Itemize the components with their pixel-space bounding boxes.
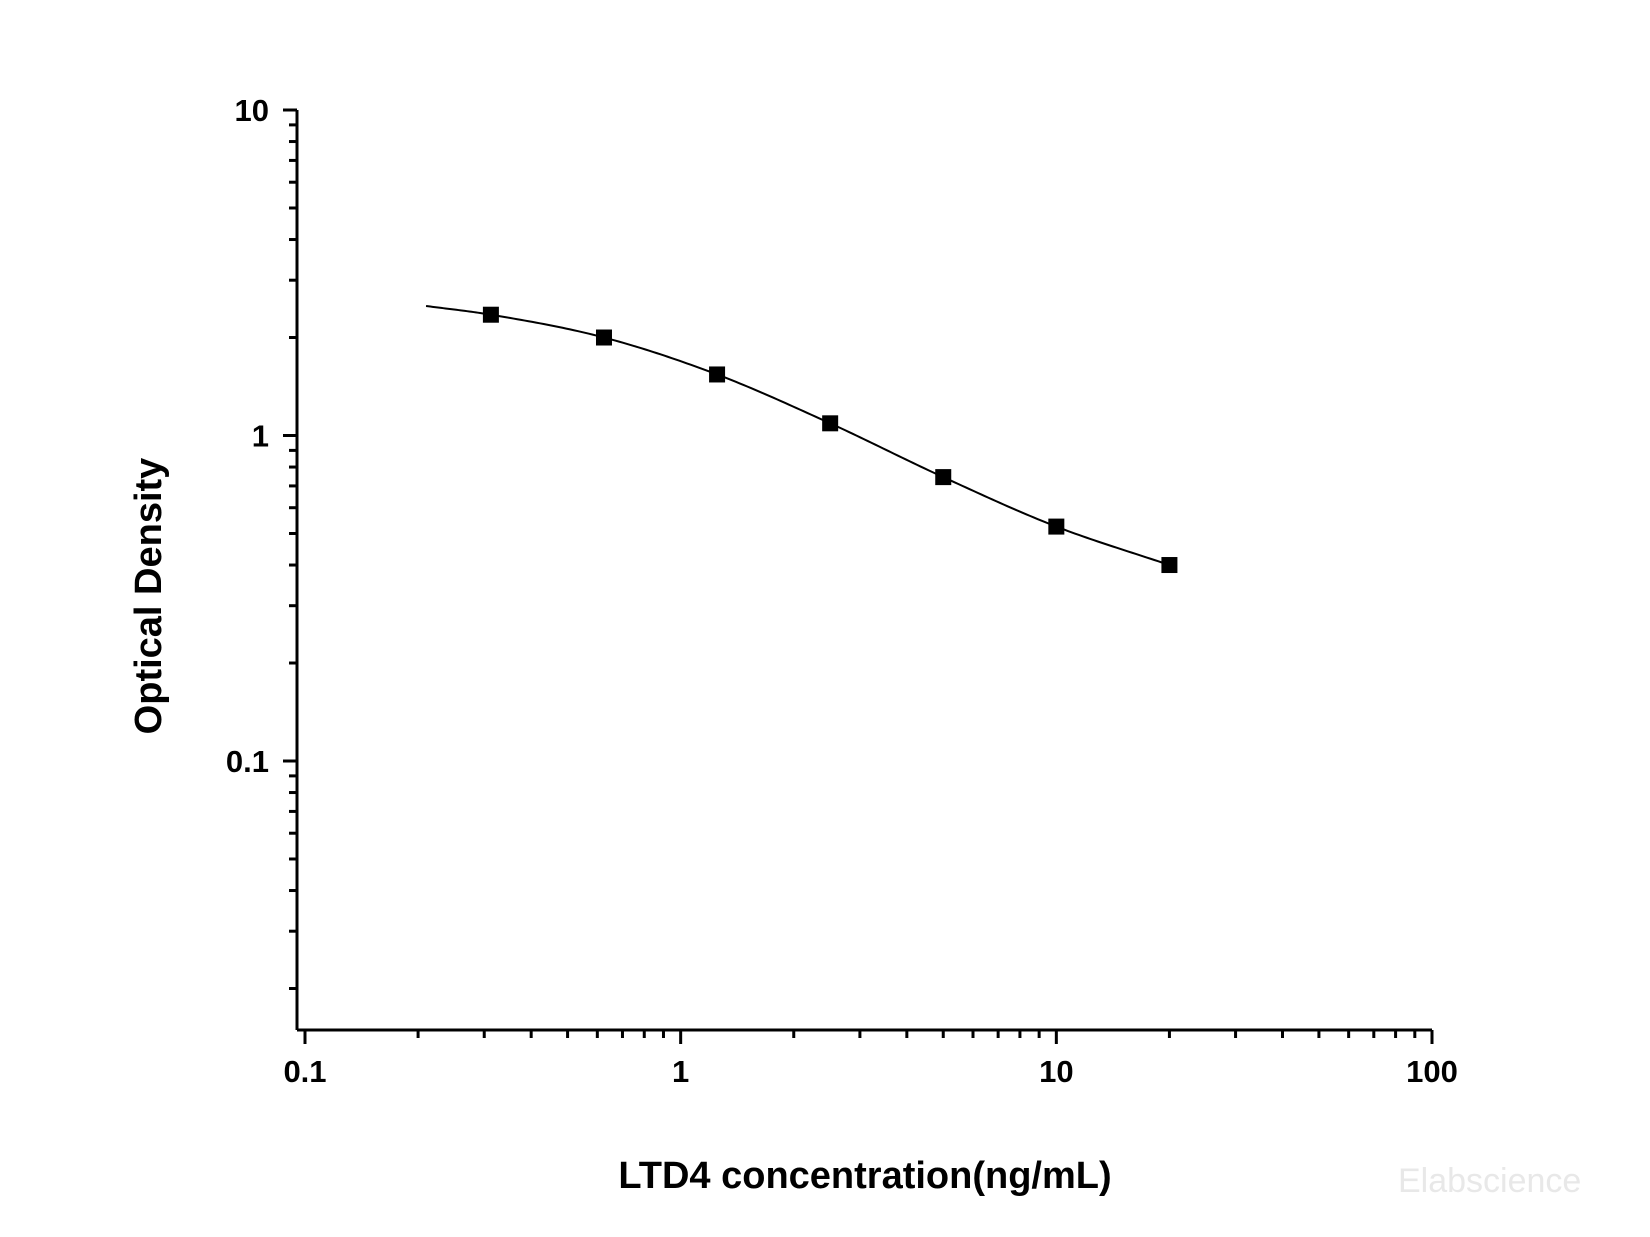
fit-curve: [425, 304, 1170, 566]
data-point: [822, 415, 839, 432]
y-tick-label: 0.1: [226, 744, 269, 779]
y-tick-label: 1: [252, 419, 269, 454]
data-point: [482, 306, 499, 323]
y-axis-title: Optical Density: [128, 458, 170, 735]
x-axis-title: LTD4 concentration(ng/mL): [618, 1155, 1111, 1197]
watermark-text: Elabscience: [1398, 1162, 1581, 1200]
data-point: [709, 366, 726, 383]
tick-labels: 0.1 1 10 100 0.1 1 10: [226, 93, 1458, 1089]
x-tick-label: 0.1: [283, 1054, 326, 1089]
x-tick-label: 1: [672, 1054, 689, 1089]
data-point: [935, 469, 952, 486]
x-tick-label: 10: [1039, 1054, 1073, 1089]
data-points: [482, 306, 1178, 574]
tick-marks: [283, 108, 1434, 1044]
data-point: [595, 329, 612, 346]
x-tick-label: 100: [1406, 1054, 1458, 1089]
axes: [295, 110, 1432, 1032]
data-point: [1048, 518, 1065, 535]
data-point: [1161, 557, 1178, 574]
y-tick-label: 10: [235, 93, 269, 128]
fit-curve-group: [425, 304, 1170, 566]
